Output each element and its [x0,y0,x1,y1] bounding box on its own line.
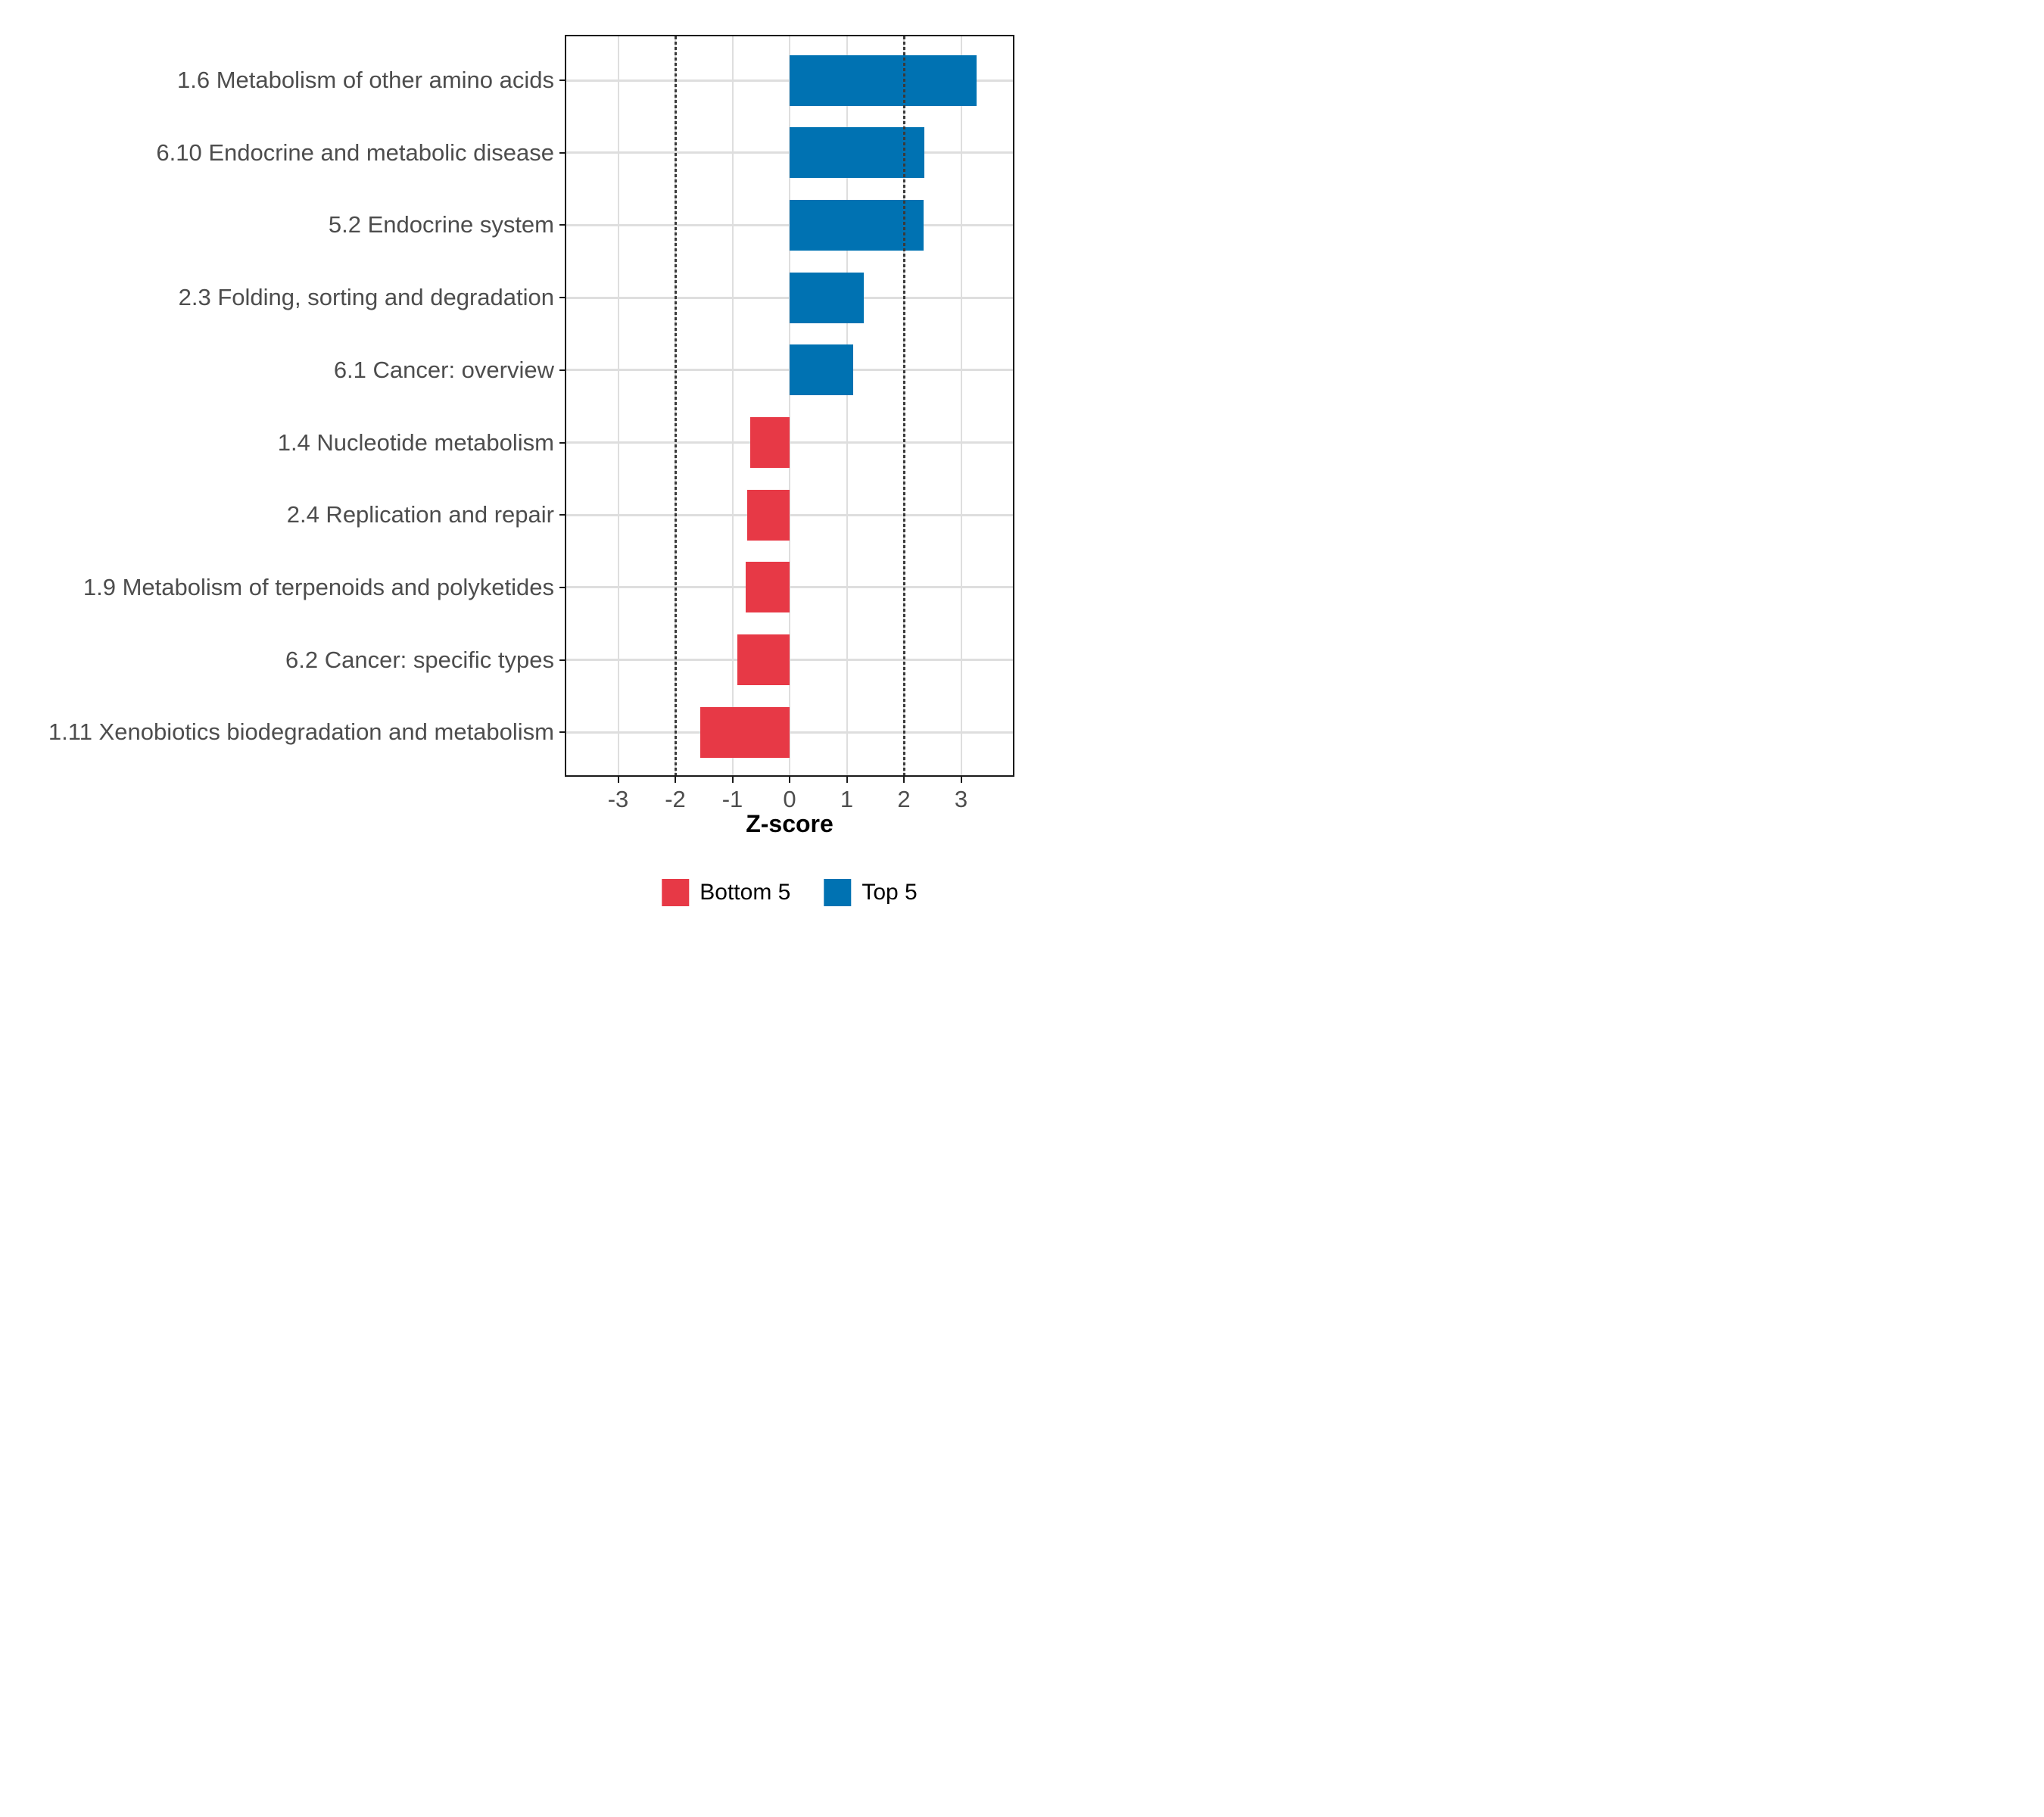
plot-panel [565,35,1014,777]
y-category-label: 6.10 Endocrine and metabolic disease [156,139,554,166]
y-category-label: 5.2 Endocrine system [328,211,554,238]
x-tick-label: -3 [607,786,629,812]
y-category-label: 1.6 Metabolism of other amino acids [177,67,554,93]
bar [790,344,853,396]
bar [790,55,977,106]
y-tick [559,586,566,588]
x-tick [731,777,734,783]
legend-label: Top 5 [862,880,918,905]
v-gridline [789,36,790,775]
bar [700,706,790,758]
y-category-label: 6.1 Cancer: overview [333,356,554,383]
legend: Bottom 5 Top 5 [662,879,918,906]
x-tick-label: 0 [783,786,796,812]
x-tick [846,777,848,783]
h-gridline [566,513,1013,516]
h-gridline [566,731,1013,734]
bar [790,199,924,251]
bar [749,417,790,468]
y-category-label: 2.4 Replication and repair [286,501,554,528]
y-tick [559,441,566,444]
bar [790,127,925,179]
bar-chart-figure: -3 -2 -1 0 1 2 3 1.6 Metabolism of other amino … [0,0,1022,908]
x-tick-label: -2 [665,786,686,812]
y-category-label: 1.11 Xenobiotics biodegradation and meta… [48,718,554,746]
bar [737,634,790,686]
y-tick [559,151,566,154]
x-tick [617,777,619,783]
legend-swatch [824,879,852,906]
legend-swatch [662,879,690,906]
bar [747,489,790,541]
x-tick-label: 1 [840,786,854,812]
h-gridline [566,441,1013,444]
y-tick [559,514,566,516]
y-tick [559,731,566,734]
x-tick-label: 3 [954,786,968,812]
y-tick [559,224,566,226]
v-gridline [617,36,619,775]
x-tick [960,777,962,783]
h-gridline [566,586,1013,589]
y-tick [559,79,566,81]
y-tick [559,297,566,299]
x-tick [789,777,790,783]
y-category-label: 1.4 Nucleotide metabolism [277,429,554,456]
v-gridline [960,36,962,775]
x-tick-label: 2 [897,786,911,812]
bar [790,272,865,323]
x-tick-label: -1 [721,786,743,812]
y-category-label: 1.9 Metabolism of terpenoids and polyket… [83,573,554,600]
v-gridline [846,36,848,775]
v-gridline [731,36,734,775]
y-category-label: 2.3 Folding, sorting and degradation [178,284,554,311]
y-tick [559,369,566,371]
reference-line [674,36,677,775]
reference-line [902,36,905,775]
h-gridline [566,659,1013,662]
legend-label: Bottom 5 [700,880,791,905]
y-tick [559,659,566,661]
bar [745,562,790,613]
y-category-label: 6.2 Cancer: specific types [285,646,554,673]
x-tick [675,777,676,783]
x-tick [903,777,905,783]
x-axis-title: Z-score [746,810,833,837]
